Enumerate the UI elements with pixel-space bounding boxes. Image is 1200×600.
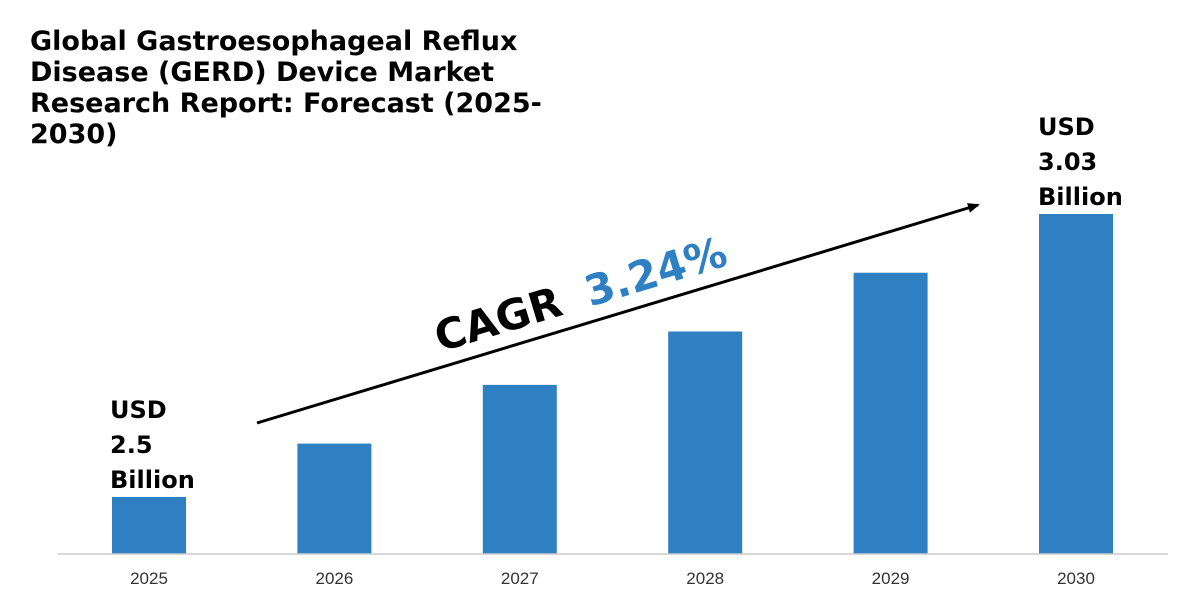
x-tick-labels: 2025 2026 2027 2028 2029 2030 xyxy=(130,569,1095,588)
start-value-label: USD 2.5 Billion xyxy=(110,393,195,498)
x-tick-2028: 2028 xyxy=(686,569,724,588)
bar-2028 xyxy=(668,331,743,554)
bars-layer xyxy=(112,214,1113,554)
start-amount: 2.5 xyxy=(110,431,153,459)
bar-2025 xyxy=(112,497,186,554)
start-currency: USD xyxy=(110,396,167,424)
bar-2030 xyxy=(1039,214,1113,554)
cagr-arrow-line xyxy=(256,203,980,425)
end-currency: USD xyxy=(1038,113,1095,141)
x-tick-2029: 2029 xyxy=(872,569,910,588)
cagr-arrow xyxy=(256,203,980,425)
start-unit: Billion xyxy=(110,466,195,494)
x-tick-2030: 2030 xyxy=(1057,569,1095,588)
end-amount: 3.03 xyxy=(1038,148,1098,176)
bar-2026 xyxy=(297,443,372,554)
x-tick-2027: 2027 xyxy=(501,569,539,588)
x-tick-2026: 2026 xyxy=(315,569,353,588)
x-tick-2025: 2025 xyxy=(130,569,168,588)
end-unit: Billion xyxy=(1038,183,1123,211)
bar-2029 xyxy=(853,272,928,554)
bar-2027 xyxy=(482,384,557,554)
chart-title: Global Gastroesophageal Reflux Disease (… xyxy=(30,26,542,150)
end-value-label: USD 3.03 Billion xyxy=(1038,110,1123,215)
